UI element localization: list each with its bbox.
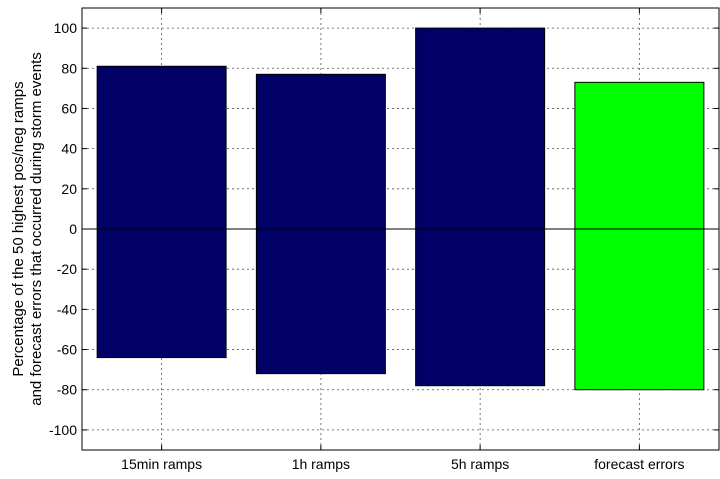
- x-tick-label: 5h ramps: [451, 456, 509, 472]
- bars: [96, 27, 705, 391]
- y-tick-label: 100: [54, 20, 78, 36]
- y-tick-label: -60: [57, 342, 77, 358]
- y-axis-label-line-2: and forecast errors that occurred during…: [28, 52, 45, 406]
- bar-positive: [96, 65, 227, 230]
- bar-negative: [574, 228, 705, 391]
- bar-negative: [255, 228, 386, 375]
- bar-positive: [574, 81, 705, 230]
- bar-positive: [415, 27, 546, 230]
- bar-negative: [415, 228, 546, 387]
- x-axis-ticks: 15min ramps 1h ramps 5h ramps forecast erro…: [121, 8, 685, 472]
- bar-negative: [96, 228, 227, 359]
- y-tick-label: -20: [57, 261, 77, 277]
- y-tick-label: 60: [61, 100, 77, 116]
- x-tick-label: 15min ramps: [121, 456, 202, 472]
- y-axis-label-line-1: Percentage of the 50 highest pos/neg ram…: [10, 81, 27, 376]
- y-tick-label: 80: [61, 60, 77, 76]
- y-tick-label: 40: [61, 141, 77, 157]
- y-tick-label: -100: [49, 422, 77, 438]
- y-tick-label: 0: [69, 221, 77, 237]
- y-axis-ticks: 100 80 60 40 20 0 -20 -40 -60 -80 -100: [49, 20, 719, 438]
- y-tick-label: 20: [61, 181, 77, 197]
- x-tick-label: forecast errors: [594, 456, 684, 472]
- y-tick-label: -40: [57, 301, 77, 317]
- y-tick-label: -80: [57, 382, 77, 398]
- x-tick-label: 1h ramps: [292, 456, 350, 472]
- bar-positive: [255, 73, 386, 230]
